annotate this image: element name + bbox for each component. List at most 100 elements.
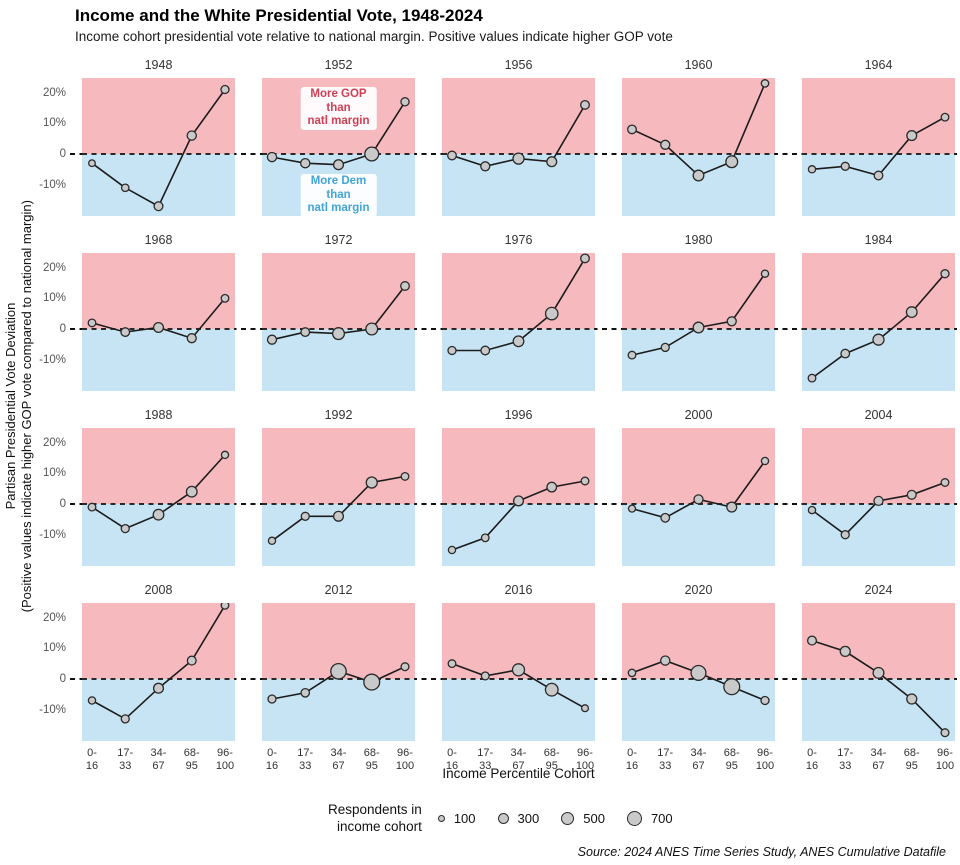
panel-2012: 2012 0- 16 17- 33 34- 67 68- 95 96- 100 [262, 581, 415, 772]
data-point [267, 536, 277, 546]
data-point [873, 495, 884, 507]
gop-region [622, 253, 775, 329]
panel-1980: 1980 [622, 231, 775, 406]
data-point [88, 159, 96, 168]
panel-plot [262, 428, 415, 566]
panel-1968: 1968 [82, 231, 235, 406]
panel-2008: 2008 0- 16 17- 33 34- 67 68- 95 96- 100 [82, 581, 235, 772]
gop-region [82, 253, 235, 329]
data-point [807, 505, 817, 515]
chart-row: 20% 10% 0 -10% 1968 1972 1976 1980 1984 [0, 231, 960, 406]
chart-title: Income and the White Presidential Vote, … [75, 6, 483, 25]
x-axis-title: Income Percentile Cohort [442, 766, 595, 781]
panel-grid: 20% 10% 0 -10% 1948 1952 More GOP than natl ma… [0, 56, 960, 772]
data-point [186, 333, 197, 344]
data-point [512, 152, 525, 165]
data-point [220, 84, 230, 95]
size-legend-label: Respondents in income cohort [328, 802, 422, 834]
y-axis: 20% 10% 0 -10% [0, 406, 66, 581]
panel-row: 1968 1972 1976 1980 1984 [82, 231, 955, 406]
data-point [726, 501, 738, 513]
data-point [690, 664, 707, 681]
panel-plot [82, 428, 235, 566]
x-tick-label: 96- 100 [935, 747, 955, 772]
data-point [363, 673, 381, 691]
panel-plot [442, 603, 595, 741]
data-point [120, 183, 130, 193]
y-tick-label: 0 [59, 323, 66, 335]
x-tick-label: 34- 67 [690, 747, 707, 772]
data-point [220, 293, 230, 303]
panel-plot [82, 603, 235, 741]
dem-region [622, 679, 775, 741]
dem-region [802, 679, 955, 741]
gop-region [802, 428, 955, 504]
data-point [692, 321, 705, 334]
data-point [300, 157, 311, 169]
data-point [580, 704, 590, 713]
dem-region [622, 504, 775, 566]
panel-year-label: 2020 [684, 583, 713, 597]
panel-1956: 1956 [442, 56, 595, 231]
y-tick-label: 0 [59, 673, 66, 685]
data-point [267, 694, 277, 704]
gop-region [442, 428, 595, 504]
panel-year-label: 1960 [684, 58, 713, 72]
data-point [760, 269, 770, 278]
data-point [400, 97, 410, 107]
x-tick-label: 96- 100 [215, 747, 235, 772]
data-point [840, 530, 850, 540]
data-point [872, 333, 885, 346]
y-tick-label: 0 [59, 148, 66, 160]
gop-region [82, 603, 235, 679]
legend-circle-icon [437, 814, 445, 822]
y-tick-label: 20% [42, 436, 66, 449]
data-point [546, 481, 558, 493]
data-point [627, 350, 637, 360]
data-point [152, 321, 165, 334]
data-point [364, 146, 380, 162]
data-point [940, 112, 950, 122]
data-point [840, 348, 851, 359]
y-tick-label: 20% [42, 611, 66, 624]
x-tick-label: 17- 33 [657, 747, 674, 772]
data-point [660, 512, 671, 523]
data-point [940, 728, 950, 738]
panel-year-label: 2012 [324, 583, 353, 597]
panel-1984: 1984 [802, 231, 955, 406]
data-point [760, 79, 770, 88]
data-point [153, 201, 164, 212]
gop-region [802, 253, 955, 329]
panel-plot [802, 603, 955, 741]
panel-plot [442, 428, 595, 566]
panel-2020: 2020 0- 16 17- 33 34- 67 68- 95 96- 100 [622, 581, 775, 772]
x-tick-label: 17- 33 [837, 747, 854, 772]
dem-region [622, 154, 775, 216]
data-point [120, 523, 130, 534]
y-axis: 20% 10% 0 -10% [0, 56, 66, 231]
data-point [447, 345, 457, 356]
panel-plot [622, 78, 775, 216]
panel-year-label: 2004 [864, 408, 893, 422]
dem-region [622, 329, 775, 391]
dem-region [442, 504, 595, 566]
panel-1996: 1996 [442, 406, 595, 581]
chart-row: 20% 10% 0 -10% 2008 0- 16 17- 33 34- 67 68- 95 96… [0, 581, 960, 772]
data-point [580, 476, 590, 486]
panel-plot [622, 603, 775, 741]
data-point [300, 687, 311, 698]
panel-year-label: 1952 [324, 58, 353, 72]
size-legend-item: 100 [437, 811, 476, 826]
y-tick-label: 20% [42, 261, 66, 274]
x-tick-label: 68- 95 [363, 747, 380, 772]
data-point [693, 494, 704, 505]
panel-year-label: 1980 [684, 233, 713, 247]
legend-value: 300 [517, 810, 540, 826]
data-point [447, 659, 457, 669]
gop-region [442, 253, 595, 329]
x-tick-label: 68- 95 [183, 747, 200, 772]
data-point [266, 151, 278, 163]
panel-year-label: 1956 [504, 58, 533, 72]
data-point [480, 161, 491, 172]
data-point [544, 682, 559, 697]
